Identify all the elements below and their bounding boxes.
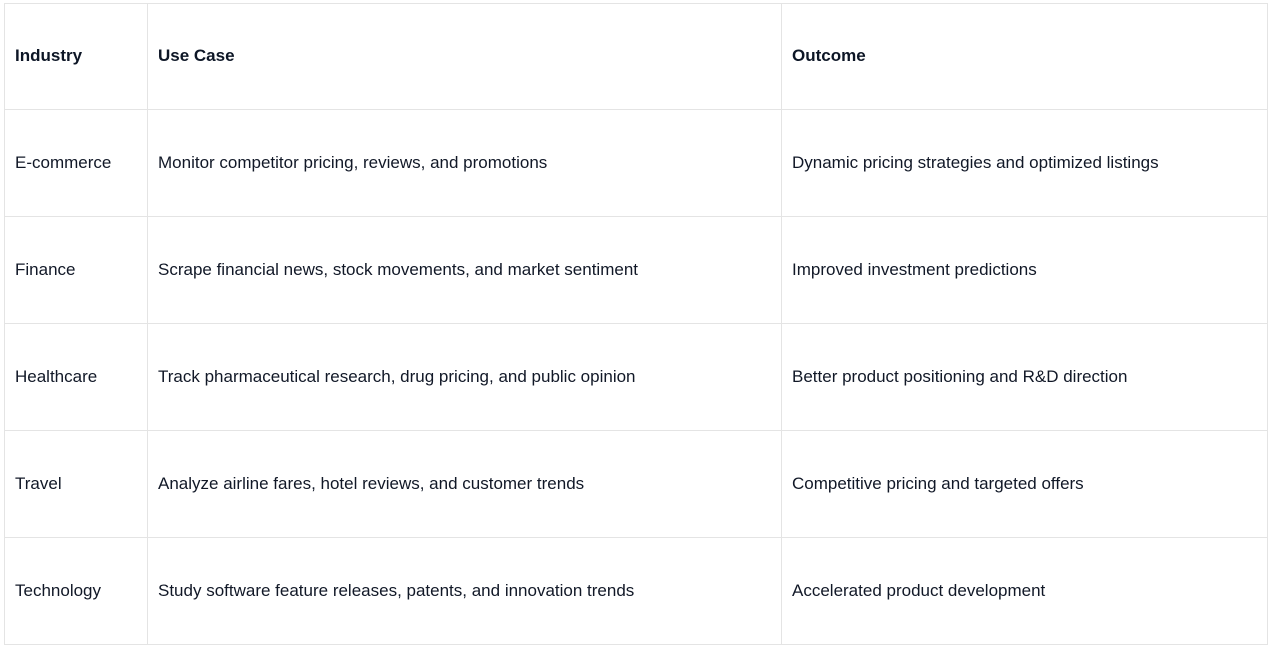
cell-industry: Finance: [4, 216, 148, 324]
cell-use-case: Track pharmaceutical research, drug pric…: [147, 323, 782, 431]
industry-use-case-table: Industry Use Case Outcome E-commerce Mon…: [4, 3, 1268, 645]
cell-industry: E-commerce: [4, 109, 148, 217]
table-body: E-commerce Monitor competitor pricing, r…: [4, 109, 1268, 645]
column-header-outcome: Outcome: [781, 3, 1268, 110]
table-row: E-commerce Monitor competitor pricing, r…: [4, 109, 1268, 217]
industry-use-case-table-container: Industry Use Case Outcome E-commerce Mon…: [4, 3, 1268, 645]
table-row: Healthcare Track pharmaceutical research…: [4, 323, 1268, 431]
cell-outcome: Dynamic pricing strategies and optimized…: [781, 109, 1268, 217]
cell-industry: Healthcare: [4, 323, 148, 431]
table-header-row: Industry Use Case Outcome: [4, 3, 1268, 110]
table-row: Travel Analyze airline fares, hotel revi…: [4, 430, 1268, 538]
cell-outcome: Better product positioning and R&D direc…: [781, 323, 1268, 431]
column-header-use-case: Use Case: [147, 3, 782, 110]
cell-use-case: Scrape financial news, stock movements, …: [147, 216, 782, 324]
cell-industry: Travel: [4, 430, 148, 538]
cell-use-case: Monitor competitor pricing, reviews, and…: [147, 109, 782, 217]
cell-outcome: Improved investment predictions: [781, 216, 1268, 324]
column-header-industry: Industry: [4, 3, 148, 110]
table-header: Industry Use Case Outcome: [4, 3, 1268, 110]
cell-use-case: Study software feature releases, patents…: [147, 537, 782, 645]
table-row: Finance Scrape financial news, stock mov…: [4, 216, 1268, 324]
cell-outcome: Accelerated product development: [781, 537, 1268, 645]
cell-use-case: Analyze airline fares, hotel reviews, an…: [147, 430, 782, 538]
table-row: Technology Study software feature releas…: [4, 537, 1268, 645]
cell-industry: Technology: [4, 537, 148, 645]
cell-outcome: Competitive pricing and targeted offers: [781, 430, 1268, 538]
